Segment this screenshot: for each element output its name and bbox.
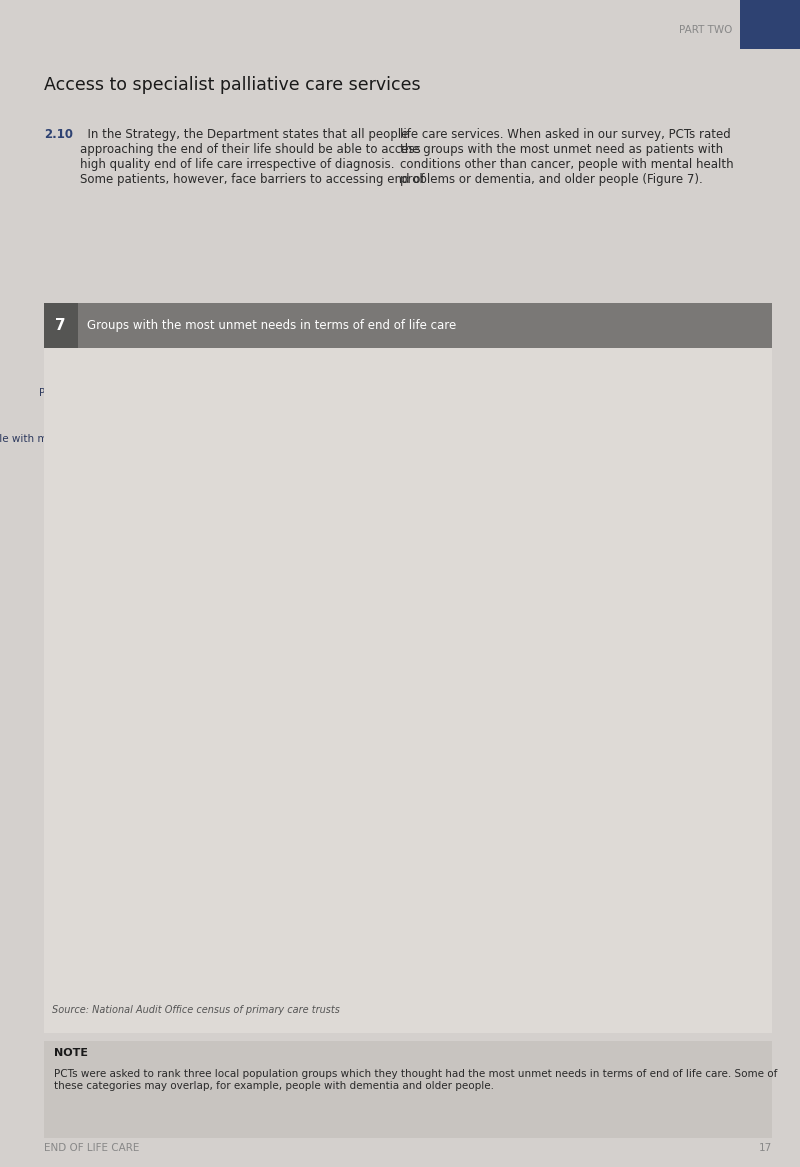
Bar (256, 526, 373, 537)
X-axis label: Percentage of PCTs: Percentage of PCTs (434, 925, 570, 939)
Text: Older people: Older people (185, 481, 252, 490)
Bar (256, 573, 311, 584)
Bar (256, 747, 286, 757)
Bar (256, 677, 366, 689)
Bar (256, 631, 342, 642)
Bar (256, 434, 471, 445)
Text: NOTE: NOTE (54, 1048, 88, 1058)
Bar (256, 422, 441, 433)
Bar (256, 851, 311, 861)
Bar (256, 839, 306, 850)
Bar (256, 665, 336, 676)
Bar (256, 770, 318, 781)
Text: Group with greatest
unmet need: Group with greatest unmet need (230, 918, 334, 939)
Bar (256, 492, 391, 503)
Text: Disease specific groups: Disease specific groups (129, 712, 252, 722)
Bar (256, 387, 379, 398)
Bar (256, 538, 366, 550)
Text: Other: Other (222, 851, 252, 861)
Text: 2.10: 2.10 (44, 128, 73, 141)
Text: People with diagnoses other than cancer: People with diagnoses other than cancer (39, 387, 252, 398)
Text: Group with third
greatest unmet need: Group with third greatest unmet need (626, 918, 736, 939)
Text: PCTs were asked to rank three local population groups which they thought had the: PCTs were asked to rank three local popu… (54, 1069, 777, 1091)
Bar (256, 446, 410, 456)
Bar (256, 515, 299, 526)
Bar (256, 376, 736, 387)
Bar (256, 862, 336, 873)
Bar (256, 619, 336, 630)
Text: PART TWO: PART TWO (678, 26, 732, 35)
Text: Group with second
greatest unmet need: Group with second greatest unmet need (434, 918, 544, 939)
Text: Disabled people: Disabled people (168, 804, 252, 815)
Bar (398, 910, 425, 946)
Text: life care services. When asked in our survey, PCTs rated
the groups with the mos: life care services. When asked in our su… (400, 128, 734, 187)
Text: 7: 7 (55, 319, 66, 333)
Bar (590, 910, 617, 946)
Bar (256, 816, 281, 827)
Bar (256, 400, 348, 411)
Bar (256, 469, 306, 480)
Text: Those not registered with a GP: Those not registered with a GP (91, 620, 252, 629)
Bar (256, 480, 379, 491)
Bar (256, 712, 330, 722)
Text: 17: 17 (758, 1142, 772, 1153)
Text: Black and minority ethnic communities: Black and minority ethnic communities (47, 526, 252, 537)
Bar (256, 724, 324, 734)
Text: Source: National Audit Office census of primary care trusts: Source: National Audit Office census of … (52, 1005, 340, 1015)
Text: In the Strategy, the Department states that all people
approaching the end of th: In the Strategy, the Department states t… (80, 128, 425, 187)
Text: People with mental health problems and/or dementia: People with mental health problems and/o… (0, 434, 252, 445)
Bar (256, 804, 268, 815)
Bar (256, 585, 416, 595)
Text: END OF LIFE CARE: END OF LIFE CARE (44, 1142, 139, 1153)
Text: Access to specialist palliative care services: Access to specialist palliative care ser… (44, 76, 421, 93)
Text: People from socially deprived groups: People from socially deprived groups (59, 573, 252, 584)
Bar (256, 561, 286, 572)
Bar (256, 700, 293, 711)
Text: Groups with the most unmet needs in terms of end of life care: Groups with the most unmet needs in term… (87, 319, 457, 333)
Text: Those living alone: Those living alone (158, 665, 252, 676)
Bar (256, 654, 268, 665)
Bar (256, 608, 324, 619)
Bar (256, 757, 311, 769)
Text: People with learning difficulties: People with learning difficulties (88, 759, 252, 768)
Bar (194, 910, 221, 946)
